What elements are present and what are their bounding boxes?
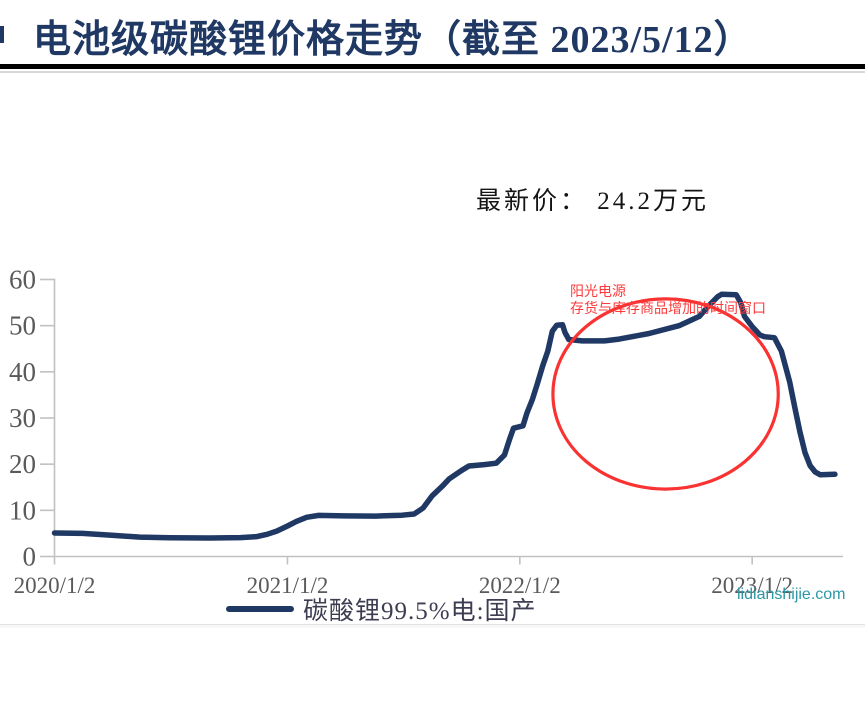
title-edge-mark — [0, 26, 4, 43]
red-callout-line2: 存货与库存商品增加的时间窗口 — [570, 300, 766, 316]
price-line-series — [51, 291, 838, 541]
x-tick-label: 2023/1/2 — [711, 573, 793, 598]
title-divider — [0, 64, 865, 69]
latest-price-label: 最新价： 24.2万元 — [476, 188, 710, 215]
y-tick-label: 30 — [9, 403, 36, 433]
red-callout-text: 阳光电源 存货与库存商品增加的时间窗口 — [570, 283, 766, 317]
chart-legend: 碳酸锂99.5%电:国产 — [226, 591, 537, 627]
page-title: 电池级碳酸锂价格走势（截至 2023/5/12） — [33, 19, 753, 61]
price-chart-svg: 0 10 20 30 40 50 60 2020/1/2 2021/1/2 2022/1/2 202… — [9, 264, 843, 598]
price-chart: 0 10 20 30 40 50 60 2020/1/2 2021/1/2 2022/1/2 202… — [0, 76, 865, 598]
x-tick-label: 2021/1/2 — [247, 573, 329, 598]
red-callout-line1: 阳光电源 — [570, 283, 626, 299]
y-tick-label: 20 — [9, 449, 36, 479]
y-tick-label: 10 — [9, 495, 36, 525]
bottom-divider — [0, 624, 865, 625]
y-tick-label: 40 — [9, 357, 36, 387]
watermark-text: lidianshijie.com — [737, 586, 846, 603]
legend-series-label: 碳酸锂99.5%电:国产 — [303, 598, 537, 625]
y-tick-label: 0 — [23, 542, 37, 572]
x-tick-label: 2020/1/2 — [14, 573, 96, 598]
bottom-strip — [0, 625, 865, 628]
legend-line-swatch — [226, 606, 294, 612]
x-tick-label: 2022/1/2 — [479, 573, 561, 598]
y-tick-label: 50 — [9, 311, 36, 341]
y-tick-label: 60 — [9, 264, 36, 294]
page-root: { "page": { "watermark": "lidianshijie.c… — [0, 19, 865, 628]
annotation-ellipse — [551, 297, 780, 491]
title-divider-shadow — [0, 71, 865, 73]
